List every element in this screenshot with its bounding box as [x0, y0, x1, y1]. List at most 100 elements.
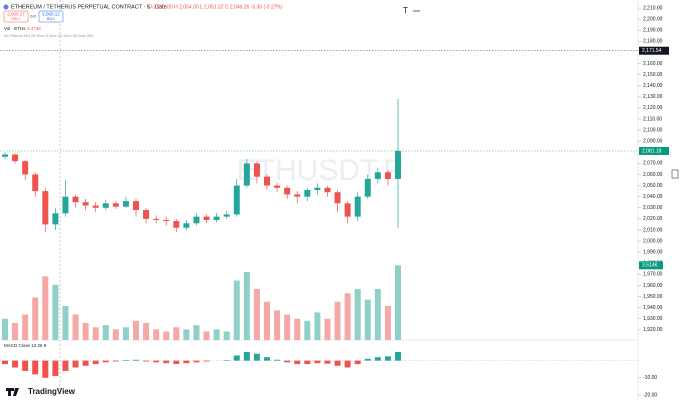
price-tag	[639, 46, 669, 55]
bar	[173, 360, 180, 365]
buy-button[interactable]	[38, 10, 64, 23]
bar	[324, 360, 331, 364]
buy-price[interactable]: 2,060.12	[42, 12, 60, 17]
candle-body	[143, 209, 150, 219]
y-tick-label: 2,190.00	[643, 28, 663, 34]
candle-body	[284, 187, 291, 195]
candle-body	[133, 201, 139, 210]
y-tick-label: 2,000.00	[643, 238, 663, 244]
candle-body	[193, 216, 200, 224]
candle-body	[324, 187, 331, 193]
bar	[92, 327, 99, 340]
bar	[183, 360, 190, 364]
bar	[233, 355, 240, 361]
text-tool[interactable]: T	[403, 6, 408, 15]
y-tick-label: 1,970.00	[643, 272, 663, 278]
candle-body	[395, 150, 401, 179]
bar	[122, 327, 129, 340]
candle-body	[294, 194, 301, 197]
price-tag	[639, 146, 669, 155]
candle-body	[102, 203, 109, 208]
bar	[274, 310, 281, 340]
y-tick-label: -10.00	[643, 375, 657, 381]
bar	[102, 360, 109, 363]
buy-label[interactable]: BUY	[47, 16, 56, 21]
bar	[163, 360, 170, 364]
sell-button[interactable]	[3, 10, 29, 23]
bar	[384, 306, 391, 340]
candle-body	[253, 163, 260, 177]
candle-body	[163, 219, 170, 222]
candle-body	[183, 223, 190, 228]
bar	[233, 280, 240, 340]
y-tick-label: 1,950.00	[643, 294, 663, 300]
bar	[52, 360, 59, 377]
bar	[22, 360, 29, 371]
y-tick-label: 2,010.00	[643, 227, 663, 233]
side-button[interactable]	[671, 169, 679, 179]
bar	[82, 360, 89, 366]
candle-body	[92, 205, 99, 208]
candle-body	[264, 176, 270, 186]
candle-body	[112, 203, 119, 207]
y-tick-label: 2,160.00	[643, 61, 663, 67]
bar	[42, 276, 49, 340]
candle-body	[374, 172, 381, 179]
bar	[163, 331, 170, 340]
sell-label[interactable]: SELL	[11, 16, 22, 21]
candle-body	[173, 221, 180, 228]
bar	[193, 325, 200, 340]
bar	[364, 299, 371, 340]
y-tick-label: 2,090.00	[643, 139, 663, 145]
candle-body	[223, 214, 230, 217]
y-tick-label: 2,200.00	[643, 16, 663, 22]
bar	[32, 360, 39, 375]
bar	[213, 329, 220, 340]
candle-body	[72, 196, 79, 203]
candle-body	[2, 154, 8, 157]
bar	[52, 284, 59, 340]
bar	[143, 360, 150, 362]
bar	[364, 358, 371, 361]
bar	[253, 353, 260, 361]
bar	[384, 356, 391, 361]
candle-body	[203, 216, 210, 220]
candle-body	[22, 161, 29, 175]
macd-legend: MACD Close 12 26 9	[4, 343, 47, 348]
y-tick-label: 2,100.00	[643, 127, 663, 133]
y-tick-label: 2,020.00	[643, 216, 663, 222]
volume-legend: Vol · ETHs	[4, 26, 26, 31]
candle-body	[304, 190, 311, 197]
bar	[243, 272, 250, 340]
watermark: ETHUSDT.P	[237, 154, 404, 187]
bar	[12, 360, 19, 368]
y-tick-label: 2,120.00	[643, 105, 663, 111]
bar	[112, 360, 119, 362]
bar	[183, 329, 190, 340]
bar	[344, 293, 351, 340]
bar	[133, 320, 139, 340]
bar	[374, 289, 381, 340]
y-tick-label: -20.00	[643, 392, 657, 398]
symbol-title[interactable]: ETHEREUM / TETHERUS PERPETUAL CONTRACT ·…	[11, 4, 167, 10]
bar	[304, 320, 311, 340]
ohlc-legend: O 2,051.80 H 2,054.00 L 2,051.32 C 2,046…	[148, 4, 283, 10]
bar	[314, 312, 321, 340]
y-tick-label: 2,140.00	[643, 83, 663, 89]
bar	[92, 360, 99, 365]
bar	[112, 329, 119, 340]
bar	[72, 314, 79, 340]
candle-body	[122, 201, 129, 207]
y-tick-label: 2,180.00	[643, 39, 663, 45]
price-tag-label: 2,081.18	[642, 148, 662, 154]
bar	[274, 359, 281, 361]
bar	[284, 360, 291, 363]
bar	[264, 301, 270, 340]
bar	[354, 360, 361, 365]
bar	[42, 360, 49, 378]
bar	[82, 323, 89, 340]
bar	[72, 360, 79, 368]
candle-body	[354, 196, 361, 217]
sell-price[interactable]: 2,060.17	[7, 12, 25, 17]
